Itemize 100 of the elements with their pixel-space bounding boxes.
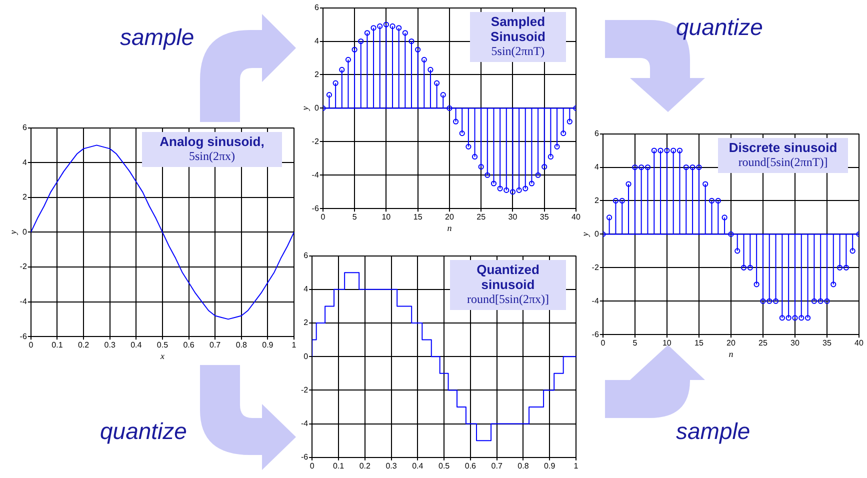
y-tick-label: 4 — [594, 162, 600, 172]
point — [490, 180, 497, 186]
y-tick-label: -6 — [312, 204, 320, 213]
point — [402, 30, 408, 36]
point — [472, 154, 478, 160]
y-tick-label: -4 — [20, 297, 28, 306]
x-tick-label: 0.3 — [386, 461, 398, 470]
point — [792, 315, 798, 321]
point — [339, 66, 345, 73]
text: round[5sin(2πx)] — [466, 292, 550, 307]
point — [843, 264, 849, 270]
point — [632, 164, 638, 170]
text: 5sin(2πnT) — [490, 44, 546, 59]
point — [428, 66, 434, 73]
y-tick-label: 2 — [304, 318, 309, 328]
point — [836, 264, 843, 270]
point — [619, 198, 625, 204]
y-tick-label: -2 — [300, 385, 309, 394]
point — [566, 118, 572, 124]
x-tick-label: 0.1 — [332, 461, 345, 470]
point — [542, 164, 548, 170]
y-tick-label: 0 — [314, 103, 320, 112]
text: sample — [120, 24, 194, 51]
y-tick-label: 2 — [314, 70, 320, 79]
y-tick-label: 2 — [594, 196, 600, 205]
x-axis-title: x — [159, 350, 164, 361]
point — [779, 315, 785, 321]
point — [772, 298, 779, 304]
y-tick-label: 4 — [22, 158, 28, 167]
y-tick-label: 4 — [314, 36, 320, 46]
point — [664, 148, 670, 154]
point — [651, 148, 657, 154]
x-tick-label: 0.3 — [104, 340, 116, 350]
point — [830, 282, 836, 288]
point — [760, 298, 766, 304]
x-tick-label: 20 — [445, 212, 454, 222]
point — [722, 214, 728, 220]
x-tick-label: 0.8 — [518, 461, 530, 470]
x-tick-label: 0.7 — [491, 461, 503, 470]
x-tick-label: 0.1 — [52, 340, 64, 350]
point — [497, 186, 503, 192]
x-tick-label: 40 — [572, 212, 581, 222]
text: quantize — [100, 418, 187, 445]
x-tick-label: 10 — [662, 338, 672, 348]
point — [747, 264, 753, 270]
point — [850, 248, 856, 254]
x-tick-label: 1 — [574, 461, 579, 470]
point — [440, 92, 446, 98]
text: quantize — [676, 14, 763, 41]
point — [683, 164, 689, 170]
point — [554, 144, 560, 150]
x-tick-label: 1 — [292, 340, 297, 350]
y-tick-label: 0 — [594, 229, 600, 238]
x-tick-label: 0.5 — [438, 461, 450, 470]
y-tick-label: -6 — [20, 332, 28, 341]
x-axis-title: n — [728, 348, 734, 359]
point — [332, 80, 338, 86]
x-tick-label: 5 — [352, 212, 358, 222]
point — [446, 105, 452, 111]
point — [459, 130, 465, 136]
point — [352, 46, 358, 52]
point — [754, 282, 760, 288]
x-tick-label: 30 — [790, 338, 800, 348]
point — [421, 56, 427, 62]
y-tick-label: -2 — [312, 136, 320, 146]
point — [804, 315, 811, 321]
point — [484, 172, 490, 178]
point — [670, 148, 676, 154]
point — [786, 315, 792, 321]
point — [528, 180, 535, 186]
point — [396, 25, 402, 31]
text: round[5sin(2πnT)] — [737, 154, 829, 170]
x-axis-title: n — [447, 222, 452, 233]
x-tick-label: 15 — [413, 212, 423, 222]
text: sample — [676, 418, 750, 445]
point — [370, 25, 376, 31]
y-tick-label: 0 — [304, 352, 309, 361]
y-tick-label: -4 — [300, 419, 309, 428]
point — [676, 148, 683, 154]
y-tick-label: -2 — [592, 262, 600, 272]
point — [638, 164, 644, 170]
y-axis-title: y — [580, 232, 590, 238]
point — [811, 298, 817, 304]
point — [478, 164, 484, 170]
point — [715, 198, 721, 204]
point — [766, 298, 772, 304]
text: Analog sinusoid, — [158, 134, 266, 150]
text: Discrete sinusoid — [728, 140, 838, 156]
y-tick-label: -4 — [312, 170, 320, 180]
point — [466, 144, 472, 150]
point — [415, 46, 421, 52]
point — [626, 181, 632, 187]
point — [658, 148, 664, 154]
x-tick-label: 5 — [632, 338, 638, 348]
y-tick-label: 6 — [22, 123, 28, 132]
x-tick-label: 25 — [476, 212, 486, 222]
y-tick-label: 0 — [22, 227, 28, 236]
point — [798, 315, 804, 321]
x-tick-label: 0.9 — [262, 340, 274, 350]
text: 5sin(2πx) — [188, 148, 236, 164]
